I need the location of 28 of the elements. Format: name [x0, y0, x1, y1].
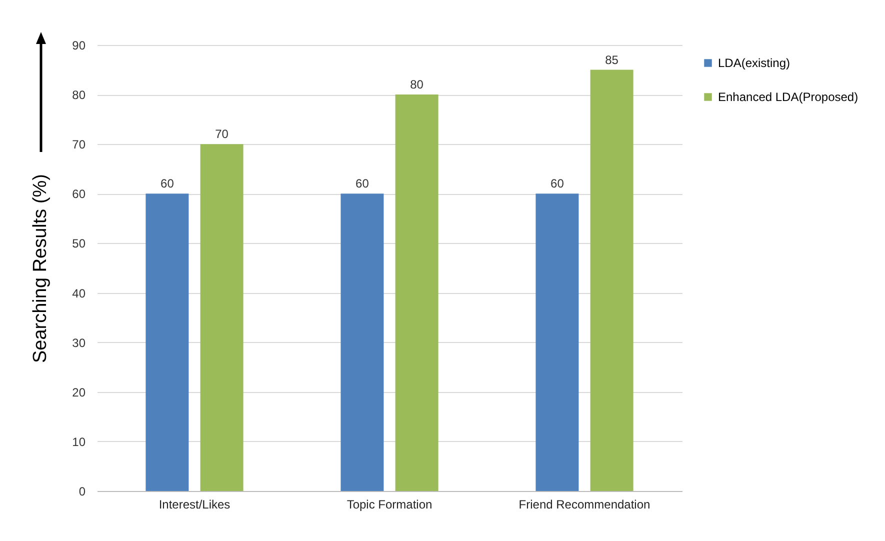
bar	[395, 94, 438, 491]
y-tick-label: 40	[72, 286, 86, 300]
data-label: 85	[605, 52, 619, 67]
data-label: 70	[215, 127, 229, 142]
y-tick-label: 50	[72, 236, 86, 251]
bar	[340, 194, 384, 491]
y-tick-label: 10	[72, 434, 86, 449]
legend-label: LDA(existing)	[718, 56, 790, 70]
y-tick-label: 70	[72, 138, 86, 152]
x-tick-label: Friend Recommendation	[518, 498, 650, 512]
y-tick-label: 20	[72, 385, 86, 400]
legend-label: Enhanced LDA(Proposed)	[718, 90, 858, 104]
data-label: 60	[356, 176, 370, 191]
y-tick-label: 30	[72, 336, 86, 350]
y-tick-label: 90	[72, 38, 86, 52]
x-tick-label: Topic Formation	[346, 498, 432, 512]
bar	[200, 144, 244, 491]
y-tick-label: 60	[72, 187, 86, 202]
y-axis-title: Searching Results (%)	[30, 174, 52, 364]
data-label: 60	[160, 176, 174, 191]
x-tick-label: Interest/Likes	[158, 498, 230, 512]
bar	[536, 194, 579, 491]
y-tick-label: 0	[78, 484, 86, 498]
bar	[590, 70, 634, 491]
data-label: 60	[550, 176, 564, 191]
bar	[146, 194, 189, 491]
data-label: 80	[410, 78, 424, 92]
y-tick-label: 80	[72, 88, 86, 102]
